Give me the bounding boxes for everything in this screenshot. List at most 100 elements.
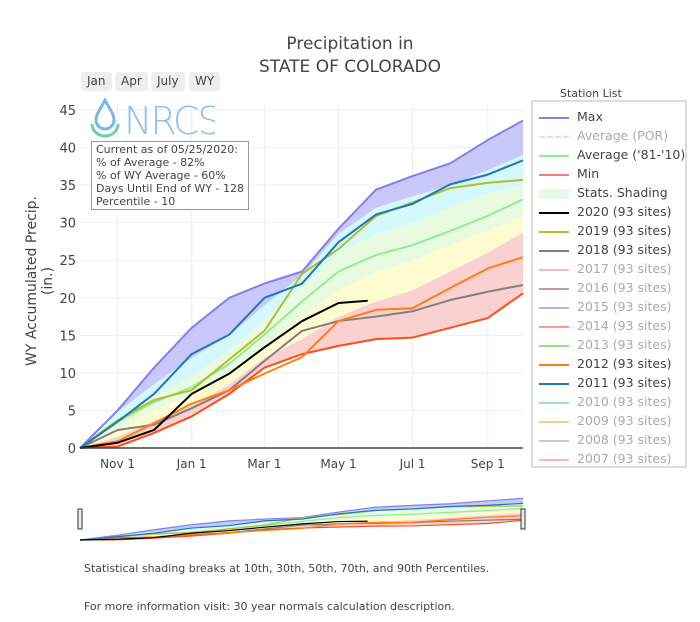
legend-swatch <box>539 401 569 404</box>
legend-item[interactable]: 2019 (93 sites) <box>539 222 672 240</box>
y-tick-label: 20 <box>59 292 76 307</box>
y-tick-label: 35 <box>59 179 76 194</box>
legend-label: 2011 (93 sites) <box>577 375 672 390</box>
series-line-2012-93-sites- <box>79 256 524 449</box>
series-line-2011-93-sites- <box>79 502 524 541</box>
chart-title-line2: STATE OF COLORADO <box>259 57 441 77</box>
x-tick-label: Sep 1 <box>471 457 505 471</box>
y-tick-label: 45 <box>59 104 76 119</box>
y-tick-label: 0 <box>68 442 76 457</box>
legend-swatch <box>539 306 569 309</box>
series-line-2020-93-sites- <box>79 299 368 449</box>
range-slider-preview-lines <box>79 497 524 541</box>
legend-label: 2008 (93 sites) <box>577 432 672 447</box>
info-days-until-end: Days Until End of WY - 128 <box>96 182 244 195</box>
footer-info-link[interactable]: For more information visit: 30 year norm… <box>84 600 455 613</box>
y-tick-label: 30 <box>59 217 76 232</box>
x-tick-label: Jan 1 <box>176 457 207 471</box>
legend-label: 2010 (93 sites) <box>577 394 672 409</box>
x-tick-label: Jul 1 <box>399 457 426 471</box>
legend-item[interactable]: Min <box>539 165 599 183</box>
legend-swatch <box>539 325 569 328</box>
nrcs-logo: NRCS <box>90 96 222 144</box>
legend-swatch <box>539 268 569 271</box>
legend-swatch <box>539 363 569 366</box>
legend-item[interactable]: Stats. Shading <box>539 184 668 202</box>
legend-label: Max <box>577 109 603 124</box>
legend-item[interactable]: 2008 (93 sites) <box>539 431 672 449</box>
y-tick-label: 10 <box>59 367 76 382</box>
series-line-2020-93-sites- <box>79 520 368 541</box>
series-line-max <box>79 119 524 449</box>
legend-item[interactable]: Average (POR) <box>539 127 668 145</box>
info-percentile: Percentile - 10 <box>96 195 176 208</box>
legend-item[interactable]: 2016 (93 sites) <box>539 279 672 297</box>
legend-label: Stats. Shading <box>577 185 668 200</box>
range-slider-right-handle[interactable] <box>520 508 526 530</box>
legend-item[interactable]: 2009 (93 sites) <box>539 412 672 430</box>
legend-label: 2007 (93 sites) <box>577 451 672 466</box>
info-percent-average: % of Average - 82% <box>96 156 205 169</box>
band-min-p10 <box>80 232 523 448</box>
legend-label: 2019 (93 sites) <box>577 223 672 238</box>
legend-item[interactable]: 2014 (93 sites) <box>539 317 672 335</box>
legend-swatch <box>539 173 569 176</box>
axes: 0 5 10 15 20 25 30 35 40 45 Nov 1 Jan 1 Mar 1 May 1 Ju… <box>59 104 523 471</box>
range-button-apr[interactable]: Apr <box>115 72 148 91</box>
x-tick-label: May 1 <box>320 457 356 471</box>
legend-item[interactable]: 2013 (93 sites) <box>539 336 672 354</box>
info-current-date: Current as of 05/25/2020: <box>96 143 238 156</box>
legend-label: 2012 (93 sites) <box>577 356 672 371</box>
legend-item[interactable]: 2011 (93 sites) <box>539 374 672 392</box>
status-info-box: Current as of 05/25/2020: % of Average -… <box>91 141 249 210</box>
legend-item[interactable]: 2020 (93 sites) <box>539 203 672 221</box>
legend-label: Average ('81-'10) <box>577 147 686 162</box>
legend-item[interactable]: 2017 (93 sites) <box>539 260 672 278</box>
legend-label: Min <box>577 166 600 181</box>
legend-swatch <box>539 135 569 138</box>
legend-swatch <box>539 420 569 423</box>
legend-item[interactable]: Average ('81-'10) <box>539 146 685 164</box>
legend-label: Average (POR) <box>577 128 669 143</box>
legend-swatch <box>539 188 569 199</box>
series-line-2018-93-sites- <box>79 284 524 449</box>
info-percent-wy-average: % of WY Average - 60% <box>96 169 226 182</box>
series-line-2019-93-sites- <box>79 178 524 449</box>
y-tick-label: 40 <box>59 142 76 157</box>
legend-swatch <box>539 154 569 157</box>
legend-item[interactable]: 2010 (93 sites) <box>539 393 672 411</box>
legend-swatch <box>539 116 569 119</box>
series-line-2011-93-sites- <box>79 159 524 449</box>
legend-label: 2017 (93 sites) <box>577 261 672 276</box>
range-button-jan[interactable]: Jan <box>81 72 112 91</box>
legend-swatch <box>539 211 569 214</box>
legend-item[interactable]: 2018 (93 sites) <box>539 241 672 259</box>
x-tick-label: Nov 1 <box>100 457 135 471</box>
series-line-average-81-10- <box>79 198 524 449</box>
legend-label: 2015 (93 sites) <box>577 299 672 314</box>
legend-item[interactable]: 2015 (93 sites) <box>539 298 672 316</box>
range-button-july[interactable]: July <box>151 72 185 91</box>
legend-label: 2018 (93 sites) <box>577 242 672 257</box>
series-line-min <box>79 292 524 449</box>
y-tick-label: 15 <box>59 329 76 344</box>
legend-item[interactable]: 2012 (93 sites) <box>539 355 672 373</box>
legend-item[interactable]: 2007 (93 sites) <box>539 450 672 468</box>
legend-swatch <box>539 344 569 347</box>
legend-title: Station List <box>560 87 622 100</box>
range-button-wy[interactable]: WY <box>189 72 221 91</box>
range-slider[interactable] <box>77 497 526 541</box>
y-tick-label: 25 <box>59 254 76 269</box>
footer-shading-note: Statistical shading breaks at 10th, 30th… <box>84 562 490 575</box>
legend-label: 2016 (93 sites) <box>577 280 672 295</box>
legend-item[interactable]: Max <box>539 108 603 126</box>
range-slider-left-handle[interactable] <box>77 508 83 530</box>
legend-label: 2020 (93 sites) <box>577 204 672 219</box>
legend-swatch <box>539 458 569 461</box>
legend-swatch <box>539 230 569 233</box>
legend-swatch <box>539 287 569 290</box>
legend-swatch <box>539 249 569 252</box>
band-p30-p70 <box>80 185 523 448</box>
legend-label: 2009 (93 sites) <box>577 413 672 428</box>
